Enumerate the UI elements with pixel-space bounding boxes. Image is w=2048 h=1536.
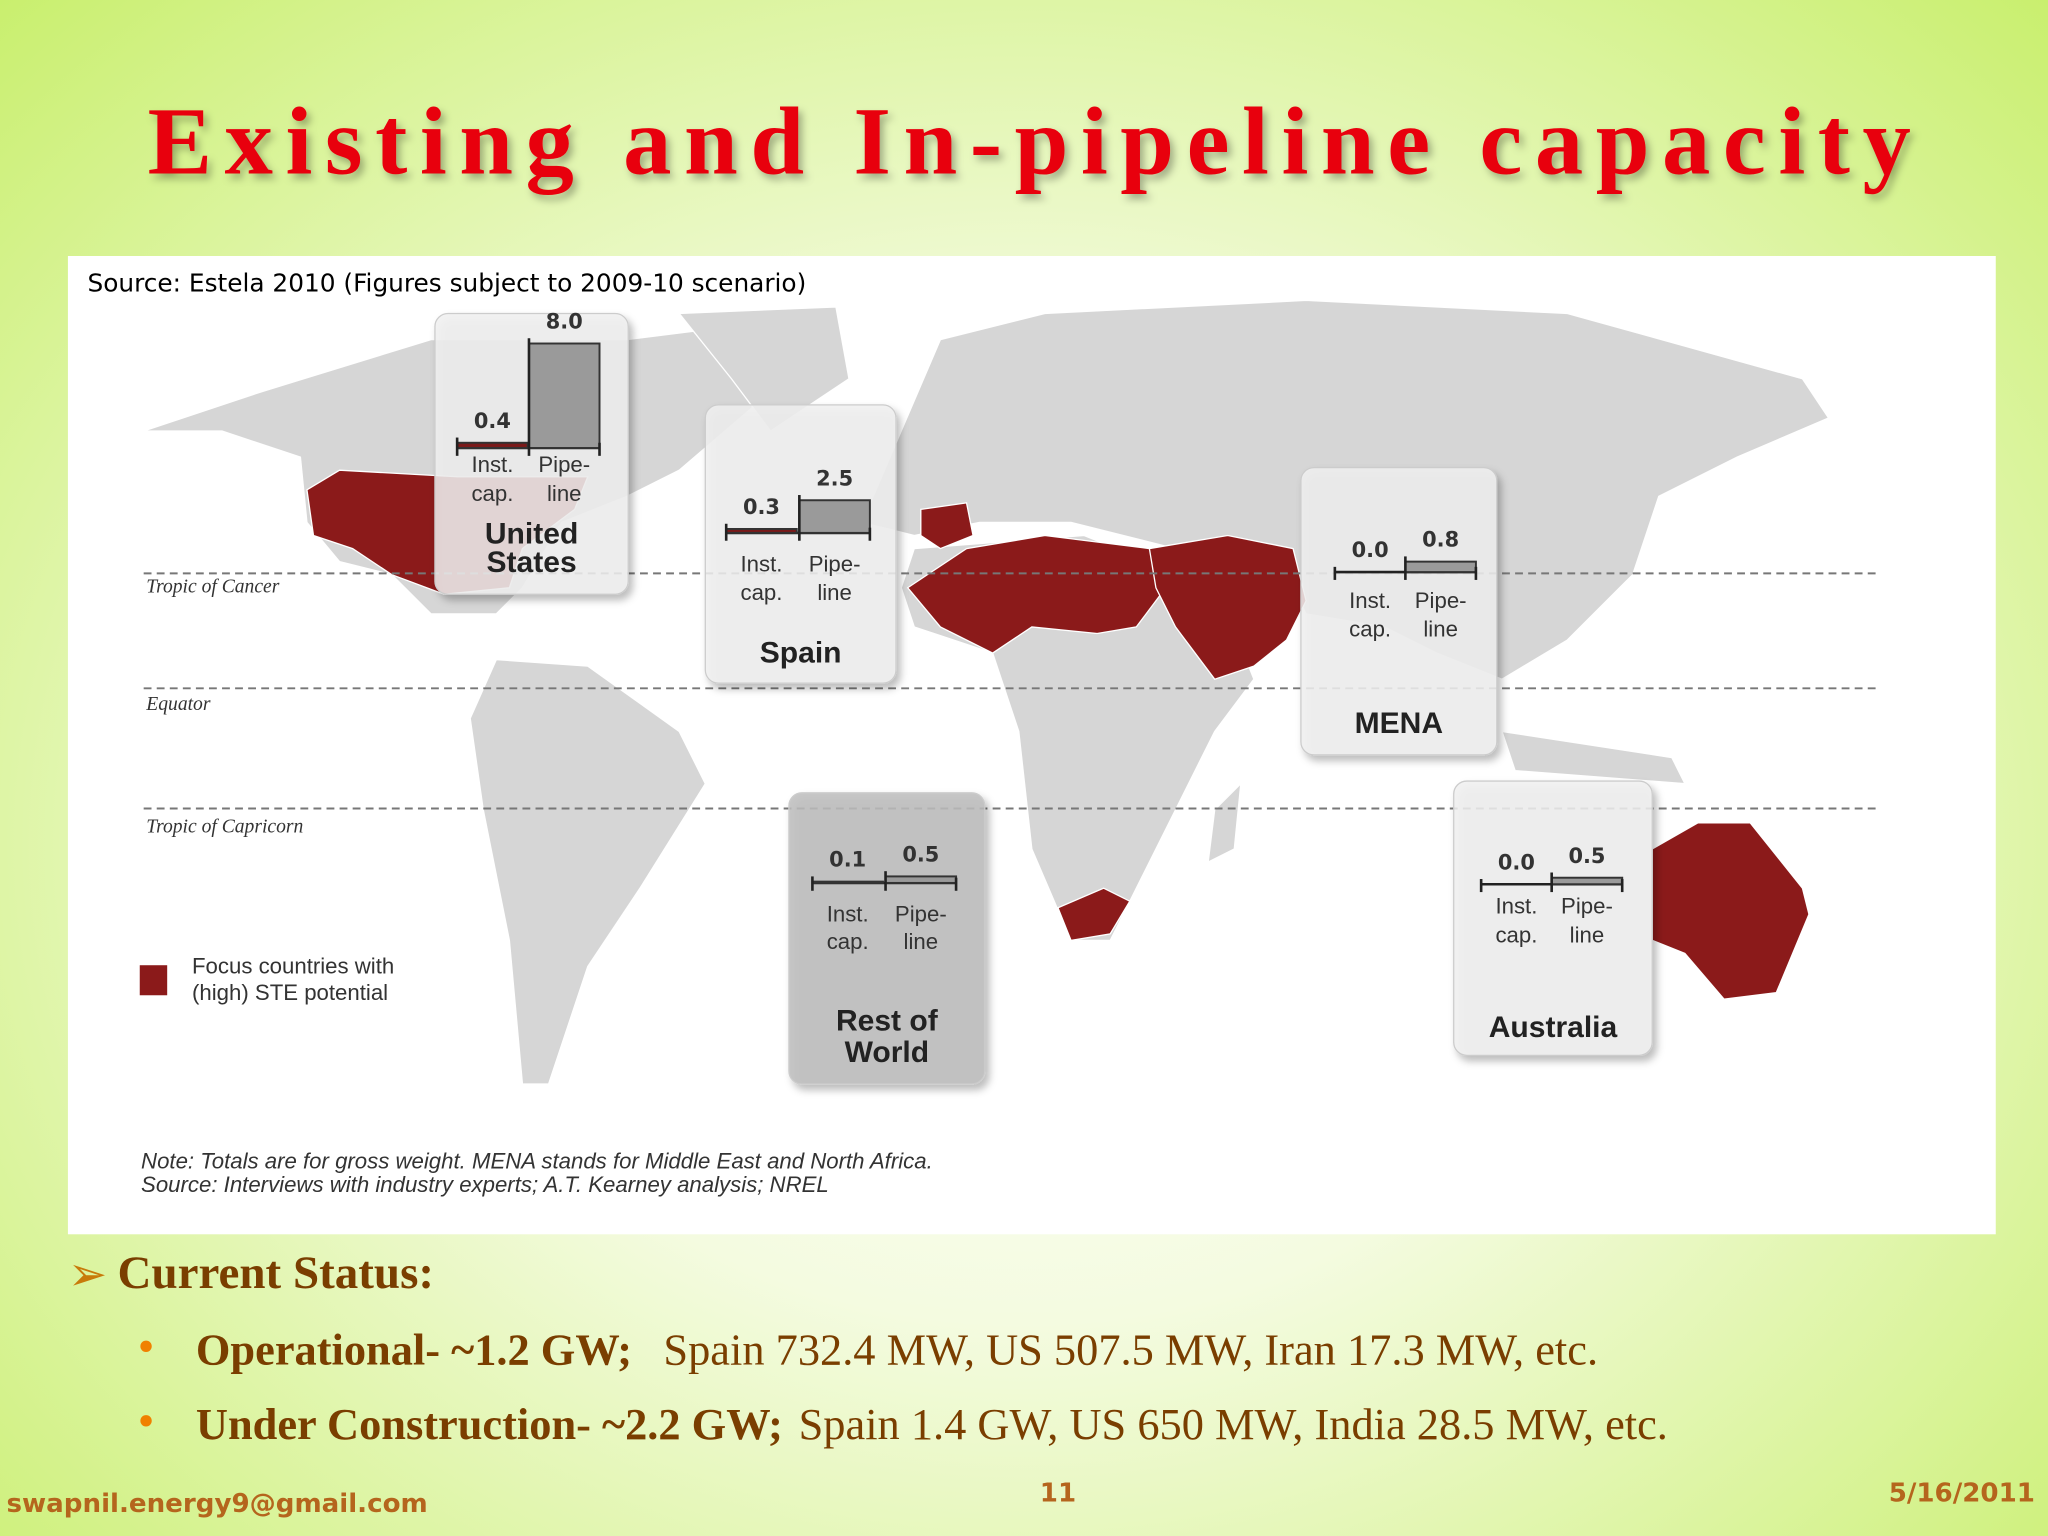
installed-bar bbox=[725, 528, 798, 534]
bullet-label: Under Construction- ~2.2 GW; bbox=[196, 1399, 783, 1449]
pipeline-bar bbox=[1404, 560, 1477, 574]
bar-label: line bbox=[904, 929, 939, 954]
latitude-label: Equator bbox=[145, 694, 211, 715]
status-heading: Current Status: bbox=[118, 1247, 434, 1299]
region-name: Spain bbox=[760, 636, 842, 669]
note-text: Note: Totals are for gross weight. MENA … bbox=[141, 1148, 933, 1173]
installed-bar bbox=[811, 880, 884, 884]
bullet-text: Operational- ~1.2 GW; Spain 732.4 MW, US … bbox=[196, 1325, 1598, 1375]
region-name: Rest of bbox=[836, 1005, 939, 1038]
legend-swatch bbox=[139, 965, 168, 996]
region-name: MENA bbox=[1355, 707, 1443, 740]
footer-email: swapnil.energy9@gmail.com bbox=[7, 1489, 428, 1519]
latitude-label: Tropic of Capricorn bbox=[146, 817, 303, 838]
bar-label: line bbox=[1423, 617, 1458, 642]
value-label: 8.0 bbox=[546, 310, 583, 334]
bar-label: line bbox=[1570, 922, 1605, 947]
pipeline-bar bbox=[798, 499, 871, 534]
bar-label: cap. bbox=[1495, 922, 1537, 947]
region-box bbox=[788, 792, 986, 1085]
bar-label: Pipe- bbox=[809, 551, 861, 576]
region-name: States bbox=[487, 546, 577, 579]
bar-label: Inst. bbox=[1495, 894, 1537, 919]
region-name: United bbox=[485, 517, 578, 550]
pipeline-bar bbox=[1550, 876, 1624, 886]
bar-label: cap. bbox=[741, 580, 783, 605]
bar-label: Pipe- bbox=[1415, 588, 1467, 613]
pipeline-bar bbox=[528, 342, 601, 449]
bar-label: cap. bbox=[1349, 617, 1391, 642]
bar-label: Inst. bbox=[471, 452, 513, 477]
region-name: Australia bbox=[1489, 1011, 1618, 1044]
source-text: Source: Estela 2010 (Figures subject to … bbox=[88, 269, 807, 298]
value-label: 0.0 bbox=[1352, 538, 1389, 562]
pipeline-bar bbox=[884, 875, 958, 884]
value-label: 0.3 bbox=[743, 495, 780, 519]
bar-label: Inst. bbox=[827, 901, 869, 926]
value-label: 0.5 bbox=[1568, 844, 1605, 868]
value-label: 0.5 bbox=[902, 843, 939, 867]
bullet-dot: • bbox=[135, 1400, 158, 1445]
bar-label: Pipe- bbox=[1561, 894, 1613, 919]
bullet-detail: Spain 732.4 MW, US 507.5 MW, Iran 17.3 M… bbox=[663, 1325, 1598, 1375]
bullet-detail: Spain 1.4 GW, US 650 MW, India 28.5 MW, … bbox=[799, 1399, 1668, 1449]
bar-label: Pipe- bbox=[895, 901, 947, 926]
bar-label: line bbox=[547, 481, 582, 506]
installed-bar bbox=[456, 441, 529, 449]
bar-label: Inst. bbox=[1349, 588, 1391, 613]
value-label: 0.1 bbox=[829, 848, 866, 872]
bullet-dot: • bbox=[135, 1326, 158, 1371]
bar-label: Inst. bbox=[741, 551, 783, 576]
bullet-text: Under Construction- ~2.2 GW; Spain 1.4 GW… bbox=[196, 1399, 1668, 1449]
bar-label: cap. bbox=[471, 481, 513, 506]
footer-date: 5/16/2011 bbox=[1889, 1479, 2035, 1509]
region-box bbox=[1300, 466, 1498, 756]
footer-page: 11 bbox=[1040, 1479, 1076, 1509]
bar-label: Pipe- bbox=[538, 452, 590, 477]
legend-text: (high) STE potential bbox=[192, 980, 388, 1005]
bar-label: cap. bbox=[827, 929, 869, 954]
region-name: World bbox=[845, 1036, 930, 1069]
bar-label: line bbox=[817, 580, 852, 605]
legend-text: Focus countries with bbox=[192, 954, 394, 979]
note-text: Source: Interviews with industry experts… bbox=[141, 1172, 829, 1197]
region-box bbox=[1453, 780, 1653, 1056]
map-panel: Tropic of Cancer Equator Tropic of Caprico… bbox=[67, 256, 1996, 1235]
heading-arrow: ➢ bbox=[68, 1247, 107, 1302]
latitude-lines: Tropic of Cancer Equator Tropic of Caprico… bbox=[143, 572, 1881, 838]
value-label: 0.4 bbox=[474, 409, 511, 433]
bullet-label: Operational- ~1.2 GW; bbox=[196, 1325, 632, 1375]
value-label: 0.0 bbox=[1498, 850, 1535, 874]
value-label: 2.5 bbox=[816, 466, 853, 490]
value-label: 0.8 bbox=[1422, 528, 1459, 552]
status-bullets: • Operational- ~1.2 GW; Spain 732.4 MW, US… bbox=[135, 1325, 1668, 1449]
region-box bbox=[704, 404, 897, 684]
latitude-label: Tropic of Cancer bbox=[146, 576, 279, 597]
slide-title: Existing and In-pipeline capacity bbox=[148, 88, 1911, 195]
